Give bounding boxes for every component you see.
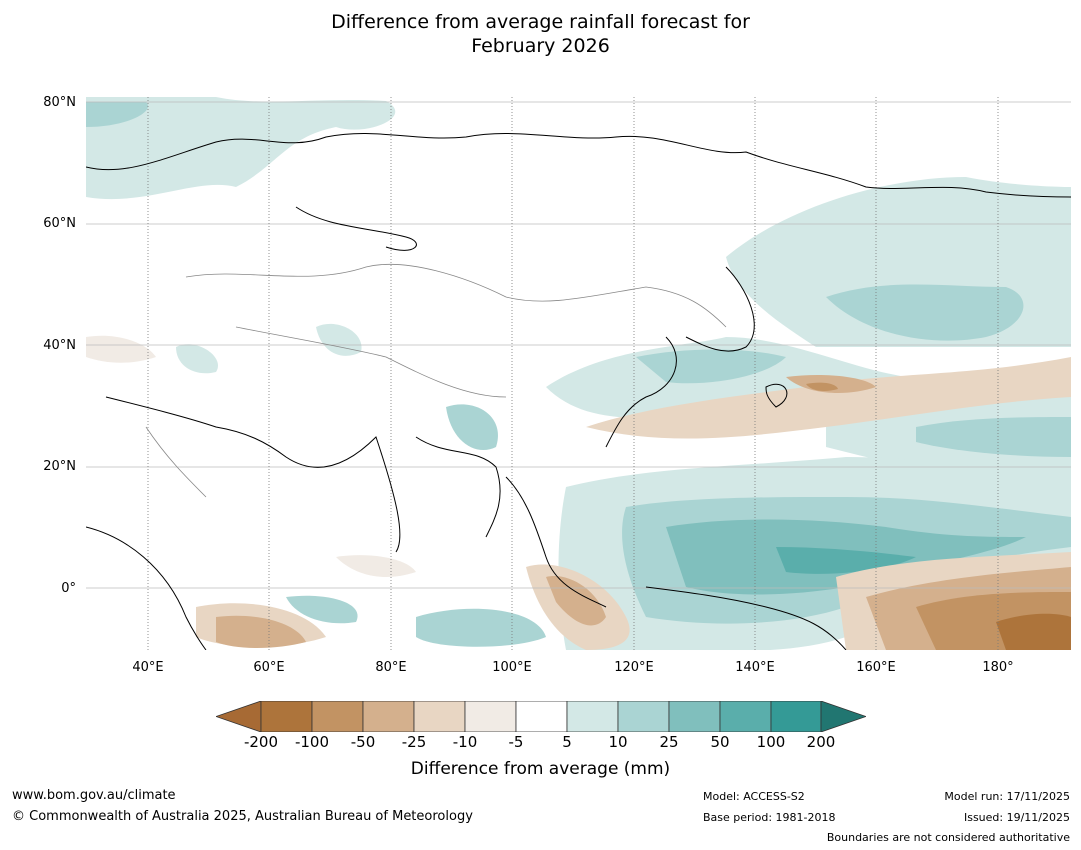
- colorbar-bin-2: [311, 701, 364, 732]
- rainfall-map: [86, 97, 1071, 650]
- cb-tick-5: -10: [452, 733, 478, 751]
- model-name: Model: ACCESS-S2: [703, 790, 805, 803]
- cb-tick-9: 25: [659, 733, 679, 751]
- issued-date: Issued: 19/11/2025: [963, 811, 1070, 824]
- colorbar: [216, 701, 866, 732]
- colorbar-bin-4: [413, 701, 466, 732]
- country-borders: [145, 264, 727, 498]
- cb-tick-7: 5: [562, 733, 572, 751]
- cb-tick-12: 200: [806, 733, 836, 751]
- colorbar-label: Difference from average (mm): [410, 759, 671, 779]
- lon-label-140e: 140°E: [735, 660, 775, 675]
- colorbar-bin-1: [260, 701, 313, 732]
- coastlines: [86, 132, 1071, 650]
- map-title: Difference from average rainfall forecas…: [0, 10, 1081, 58]
- lon-label-120e: 120°E: [614, 660, 654, 675]
- title-line-1: Difference from average rainfall forecas…: [331, 11, 750, 33]
- lat-label-80n: 80°N: [43, 95, 76, 110]
- lon-label-100e: 100°E: [492, 660, 532, 675]
- cb-tick-2: -100: [294, 733, 330, 751]
- colorbar-bin-3: [362, 701, 415, 732]
- colorbar-bin-10: [719, 701, 772, 732]
- cb-tick-1: -200: [243, 733, 279, 751]
- colorbar-bin-6: [515, 701, 568, 732]
- lon-label-40e: 40°E: [132, 660, 164, 675]
- title-line-2: February 2026: [471, 35, 610, 57]
- colorbar-bin-8: [617, 701, 670, 732]
- colorbar-bin-11: [770, 701, 822, 732]
- lon-label-180: 180°: [982, 660, 1014, 675]
- colorbar-bin-7: [566, 701, 619, 732]
- lon-label-80e: 80°E: [375, 660, 407, 675]
- colorbar-extend-high: [820, 701, 866, 732]
- lat-label-40n: 40°N: [43, 338, 76, 353]
- boundary-disclaimer: Boundaries are not considered authoritat…: [826, 831, 1070, 844]
- model-run-date: Model run: 17/11/2025: [944, 790, 1070, 803]
- copyright-text: © Commonwealth of Australia 2025, Austra…: [12, 809, 473, 824]
- lon-label-60e: 60°E: [253, 660, 285, 675]
- meridians: [147, 97, 999, 650]
- cb-tick-10: 50: [710, 733, 730, 751]
- lat-label-0: 0°: [61, 581, 76, 596]
- cb-tick-3: -50: [350, 733, 376, 751]
- colorbar-bin-9: [668, 701, 721, 732]
- wet-anomaly-regions: [86, 97, 1071, 650]
- map-canvas: [86, 97, 1071, 650]
- website-link[interactable]: www.bom.gov.au/climate: [12, 788, 176, 803]
- lat-label-60n: 60°N: [43, 216, 76, 231]
- lat-label-20n: 20°N: [43, 459, 76, 474]
- lon-label-160e: 160°E: [856, 660, 896, 675]
- colorbar-extend-low: [216, 701, 262, 732]
- gridlines: [86, 101, 1071, 589]
- colorbar-bin-5: [464, 701, 517, 732]
- cb-tick-11: 100: [756, 733, 786, 751]
- cb-tick-6: -5: [508, 733, 524, 751]
- cb-tick-4: -25: [401, 733, 427, 751]
- cb-tick-8: 10: [608, 733, 628, 751]
- base-period: Base period: 1981-2018: [703, 811, 836, 824]
